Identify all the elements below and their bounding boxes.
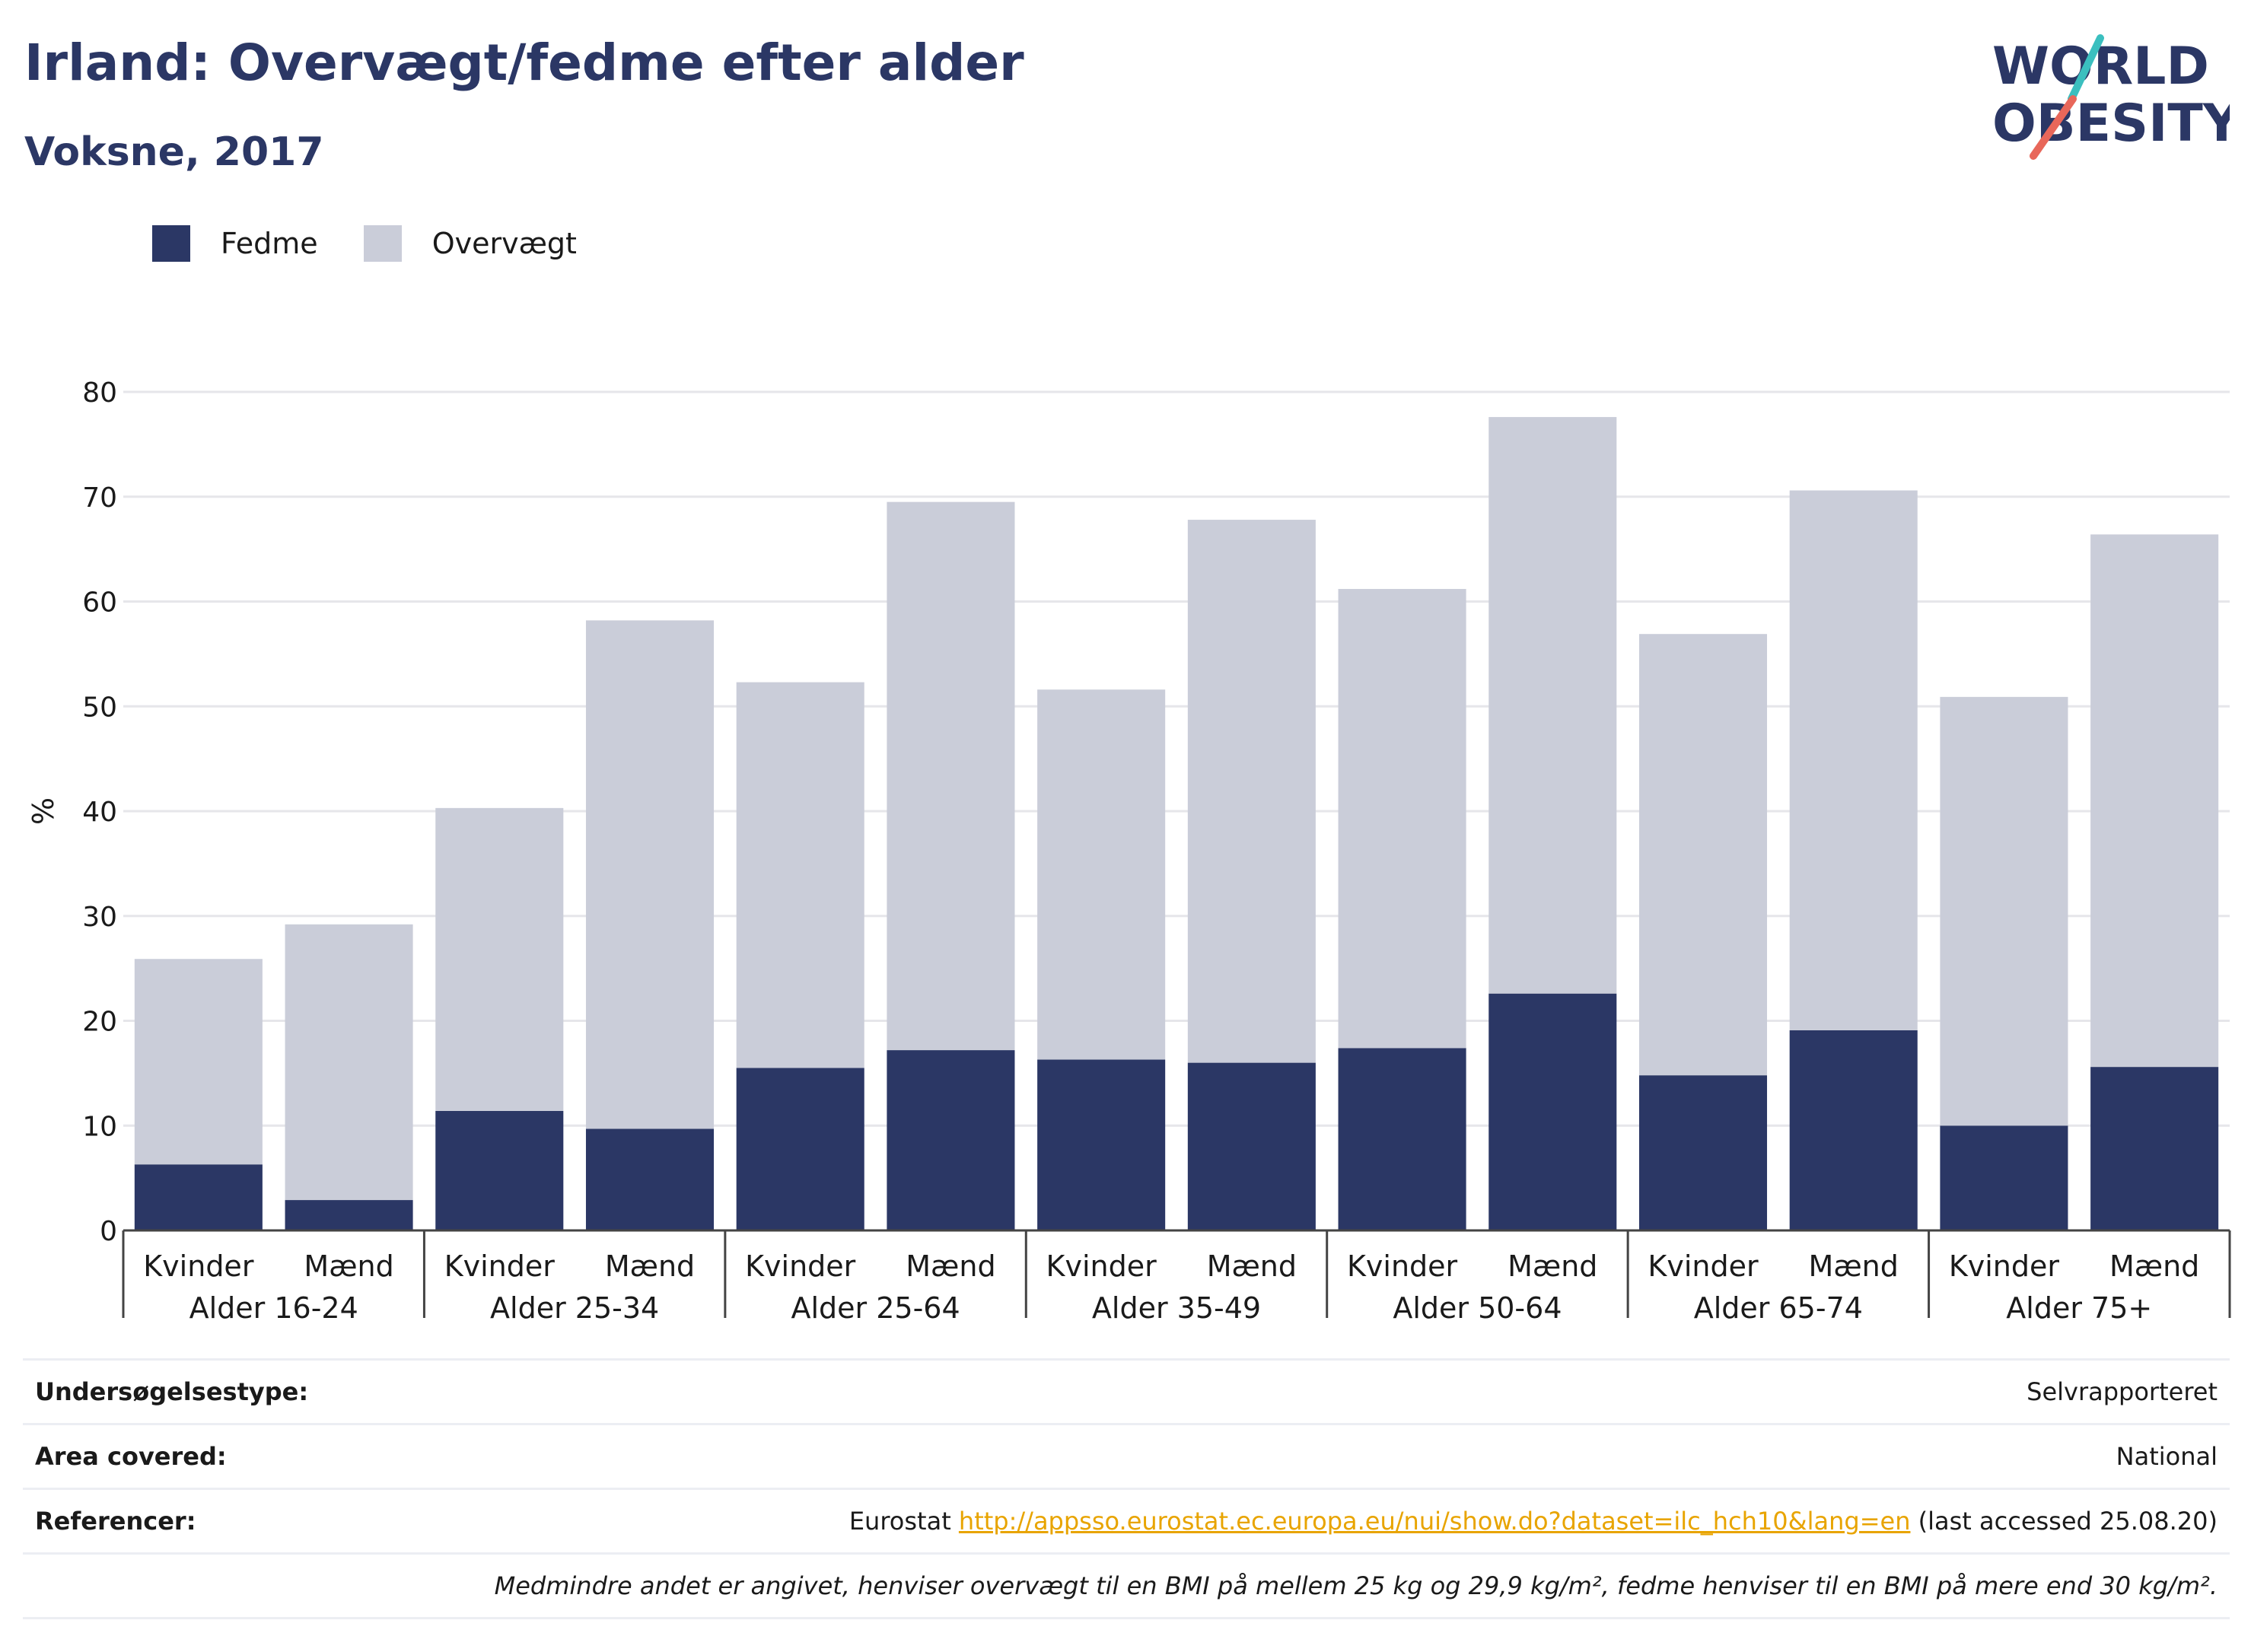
logo-text-obesity: OBESITY xyxy=(1992,94,2230,154)
x-tick-label: Mænd xyxy=(1809,1249,1899,1283)
bar-fedme xyxy=(134,1164,263,1230)
x-tick-label: Kvinder xyxy=(444,1249,556,1283)
y-tick-label: 10 xyxy=(82,1111,117,1142)
bar-fedme xyxy=(1940,1125,2068,1230)
y-tick-label: 40 xyxy=(82,797,117,828)
reference-accessed: (last accessed 25.08.20) xyxy=(1910,1507,2218,1536)
survey-value: Selvrapporteret xyxy=(2027,1377,2218,1406)
bar-overvaegt xyxy=(1037,689,1166,1060)
legend-label-overvaegt: Overvægt xyxy=(431,227,577,260)
bar-fedme xyxy=(285,1200,413,1230)
stacked-bar-chart: 0 10 20 30 40 50 60 70 80% Kvinder Mænd Kvinder Mænd… xyxy=(27,377,2231,1325)
x-tick-label: Mænd xyxy=(304,1249,393,1283)
y-tick-label: 0 xyxy=(100,1216,117,1247)
bar-overvaegt xyxy=(435,807,564,1111)
references-value: Eurostat http://appsso.eurostat.ec.europ… xyxy=(849,1507,2218,1536)
logo-slash-coral xyxy=(2030,95,2077,160)
bar-overvaegt xyxy=(887,501,1015,1051)
survey-label: Undersøgelsestype: xyxy=(35,1377,309,1406)
x-tick-label: Mænd xyxy=(1207,1249,1297,1283)
reference-link[interactable]: http://appsso.eurostat.ec.europa.eu/nui/… xyxy=(958,1507,1911,1536)
group-label: Alder 16-24 xyxy=(189,1291,358,1325)
bar-fedme xyxy=(1789,1030,1918,1230)
bar-fedme xyxy=(887,1050,1015,1230)
legend-swatch-overvaegt xyxy=(363,225,402,262)
y-tick-label: 30 xyxy=(82,902,117,933)
bar-overvaegt xyxy=(1789,490,1918,1030)
x-tick-label: Kvinder xyxy=(1648,1249,1759,1283)
x-tick-label: Kvinder xyxy=(1046,1249,1157,1283)
bar-overvaegt xyxy=(1638,634,1768,1076)
info-row-references: Referencer: Eurostat http://appsso.euros… xyxy=(23,1488,2230,1552)
chart-title: Irland: Overvægt/fedme efter alder xyxy=(24,33,1024,92)
x-tick-label: Kvinder xyxy=(1949,1249,2060,1283)
legend-item-fedme[interactable]: Fedme xyxy=(152,225,318,262)
bar-overvaegt xyxy=(585,620,715,1129)
world-obesity-logo: WORLD OBESITY xyxy=(1992,34,2230,160)
x-tick-label: Kvinder xyxy=(143,1249,254,1283)
y-tick-label: 80 xyxy=(82,377,117,409)
legend-swatch-fedme xyxy=(152,225,190,262)
bar-fedme xyxy=(585,1128,715,1230)
x-tick-label: Mænd xyxy=(906,1249,995,1283)
group-label: Alder 25-34 xyxy=(490,1291,659,1325)
references-label: Referencer: xyxy=(35,1507,196,1536)
group-label: Alder 50-64 xyxy=(1393,1291,1562,1325)
info-row-area: Area covered: National xyxy=(23,1423,2230,1488)
group-label: Alder 35-49 xyxy=(1092,1291,1261,1325)
area-value: National xyxy=(2116,1442,2218,1471)
info-table: Undersøgelsestype: Selvrapporteret Area … xyxy=(23,1358,2230,1619)
bar-overvaegt xyxy=(1488,417,1617,994)
bar-fedme xyxy=(1037,1059,1166,1230)
y-tick-label: 70 xyxy=(82,482,117,514)
x-tick-label: Mænd xyxy=(605,1249,695,1283)
logo-slash-teal xyxy=(2068,34,2104,103)
bar-fedme xyxy=(1488,993,1617,1230)
info-row-survey: Undersøgelsestype: Selvrapporteret xyxy=(23,1358,2230,1423)
y-axis-label: % xyxy=(27,797,60,825)
legend-label-fedme: Fedme xyxy=(221,227,318,260)
group-label: Alder 75+ xyxy=(2006,1291,2152,1325)
bar-fedme xyxy=(1638,1075,1768,1230)
bar-overvaegt xyxy=(1187,520,1316,1063)
area-label: Area covered: xyxy=(35,1442,227,1471)
bar-fedme xyxy=(736,1068,864,1230)
logo-text-world: WORLD xyxy=(1992,37,2209,97)
chart-subtitle: Voksne, 2017 xyxy=(24,129,324,175)
legend-item-overvaegt[interactable]: Overvægt xyxy=(363,225,577,262)
group-label: Alder 25-64 xyxy=(791,1291,960,1325)
y-tick-label: 50 xyxy=(82,692,117,723)
group-label: Alder 65-74 xyxy=(1694,1291,1863,1325)
y-tick-label: 20 xyxy=(82,1007,117,1038)
reference-source: Eurostat xyxy=(849,1507,959,1536)
bar-overvaegt xyxy=(736,682,864,1068)
chart-legend: Fedme Overvægt xyxy=(152,225,622,262)
x-tick-label: Mænd xyxy=(2109,1249,2199,1283)
bar-fedme xyxy=(1338,1048,1466,1230)
bar-fedme xyxy=(2090,1067,2219,1230)
x-tick-label: Kvinder xyxy=(1347,1249,1458,1283)
bar-fedme xyxy=(435,1110,564,1230)
x-tick-label: Kvinder xyxy=(745,1249,856,1283)
info-row-note: Medmindre andet er angivet, henviser ove… xyxy=(23,1552,2230,1619)
bar-overvaegt xyxy=(2090,534,2219,1068)
bar-overvaegt xyxy=(1940,696,2068,1126)
footnote: Medmindre andet er angivet, henviser ove… xyxy=(494,1571,2218,1600)
bar-overvaegt xyxy=(285,924,413,1201)
x-tick-label: Mænd xyxy=(1508,1249,1597,1283)
bar-overvaegt xyxy=(1338,588,1466,1049)
bar-fedme xyxy=(1187,1062,1316,1230)
y-tick-label: 60 xyxy=(82,587,117,619)
bar-overvaegt xyxy=(134,959,263,1165)
